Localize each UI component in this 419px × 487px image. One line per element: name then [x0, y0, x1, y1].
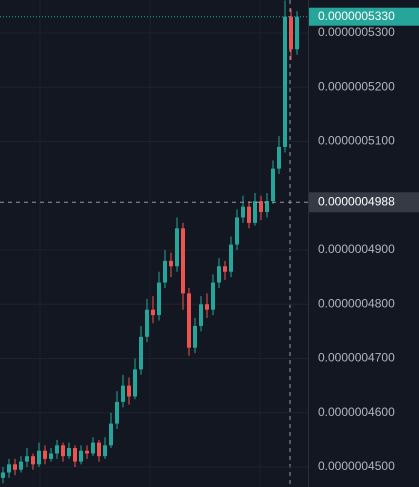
candle-body [37, 450, 41, 465]
candle-body [49, 453, 53, 459]
candle-body [259, 201, 263, 213]
candle-body [133, 369, 137, 397]
last-price-label: 0.0000005330 [318, 9, 395, 23]
candle-body [97, 442, 101, 457]
candle-body [187, 293, 191, 348]
candle-body [121, 385, 125, 402]
candle-body [73, 448, 77, 462]
candle-body [79, 450, 83, 462]
candle-body [289, 16, 293, 50]
candle-body [175, 228, 179, 267]
candle-body [247, 206, 251, 223]
candle-body [151, 309, 155, 316]
candle-body [241, 206, 245, 218]
candle-body [67, 448, 71, 457]
candle-body [13, 464, 17, 470]
candle-body [25, 456, 29, 462]
candle-body [181, 228, 185, 294]
candle-body [19, 461, 23, 470]
candle-body [193, 325, 197, 348]
candle-body [91, 442, 95, 454]
crosshair-label: 0.0000004988 [318, 194, 395, 208]
y-tick-label: 0.0000004700 [318, 351, 395, 365]
candle-body [211, 282, 215, 310]
y-tick-label: 0.0000004600 [318, 405, 395, 419]
candle-body [139, 336, 143, 370]
candle-body [145, 309, 149, 337]
candle-body [85, 450, 89, 454]
y-tick-label: 0.0000004800 [318, 296, 395, 310]
candle-body [61, 445, 65, 457]
crosshair-box [309, 192, 419, 213]
candle-body [205, 304, 209, 310]
last-price-box [309, 7, 419, 26]
candle-body [217, 266, 221, 283]
candle-body [271, 168, 275, 202]
candle-body [127, 385, 131, 397]
y-tick-label: 0.0000004500 [318, 459, 395, 473]
candle-body [265, 201, 269, 213]
candle-body [31, 456, 35, 465]
candle-body [55, 445, 59, 454]
candle-body [169, 260, 173, 267]
candle-body [115, 401, 119, 424]
candle-body [229, 244, 233, 272]
candle-body [157, 282, 161, 316]
candle-body [7, 464, 11, 473]
y-tick-label: 0.0000005300 [318, 25, 395, 39]
candle-body [199, 304, 203, 326]
candle-body [109, 423, 113, 446]
candle-body [103, 445, 107, 457]
candle-body [235, 217, 239, 245]
candle-body [223, 266, 227, 272]
candle-body [253, 201, 257, 223]
y-tick-label: 0.0000005100 [318, 134, 395, 148]
candle-body [43, 450, 47, 459]
candle-body [163, 260, 167, 283]
candle-body [1, 472, 5, 478]
y-tick-label: 0.0000005200 [318, 79, 395, 93]
candle-body [295, 16, 299, 50]
candle-body [277, 146, 281, 169]
candle-body [283, 16, 287, 147]
y-tick-label: 0.0000004900 [318, 242, 395, 256]
